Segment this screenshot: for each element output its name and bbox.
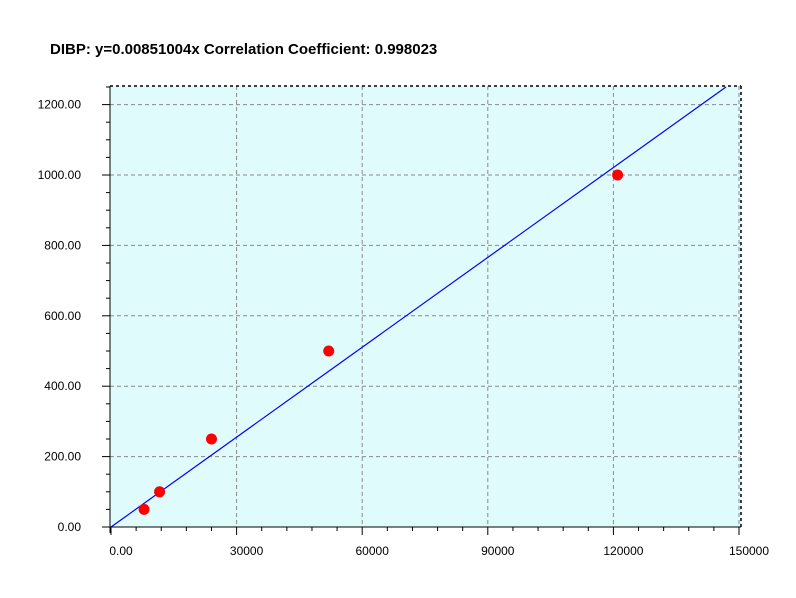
chart-title: DIBP: y=0.00851004x Correlation Coeffici…: [50, 41, 438, 58]
y-tick-label: 600.00: [44, 309, 81, 323]
x-tick-label: 60000: [356, 544, 390, 558]
data-point: [154, 486, 166, 498]
plot-background: [110, 86, 741, 527]
axes: [102, 86, 741, 535]
data-points: [138, 169, 624, 515]
data-point: [205, 433, 217, 445]
y-tick-label: 1000.00: [38, 168, 82, 182]
y-tick-labels: 0.00 200.00 400.00 600.00 800.00 1000.00 1200.…: [38, 98, 82, 534]
x-tick-label: 0.00: [109, 544, 133, 558]
y-tick-label: 1200.00: [38, 98, 82, 112]
y-tick-label: 400.00: [44, 379, 81, 393]
data-point: [138, 503, 150, 515]
x-tick-label: 30000: [230, 544, 264, 558]
x-tick-labels: 0.00 30000 60000 90000 120000 150000: [109, 544, 769, 558]
grid-lines: [110, 86, 741, 527]
y-tick-label: 800.00: [44, 238, 81, 252]
plot-frame: [110, 85, 742, 527]
regression-line: [110, 86, 727, 528]
regression-line-layer: [110, 86, 727, 528]
x-tick-label: 120000: [603, 544, 643, 558]
y-tick-label: 200.00: [44, 450, 81, 464]
data-point: [612, 169, 624, 181]
data-point: [323, 345, 335, 357]
x-tick-label: 150000: [729, 544, 769, 558]
y-tick-label: 0.00: [58, 520, 82, 534]
x-tick-label: 90000: [481, 544, 515, 558]
